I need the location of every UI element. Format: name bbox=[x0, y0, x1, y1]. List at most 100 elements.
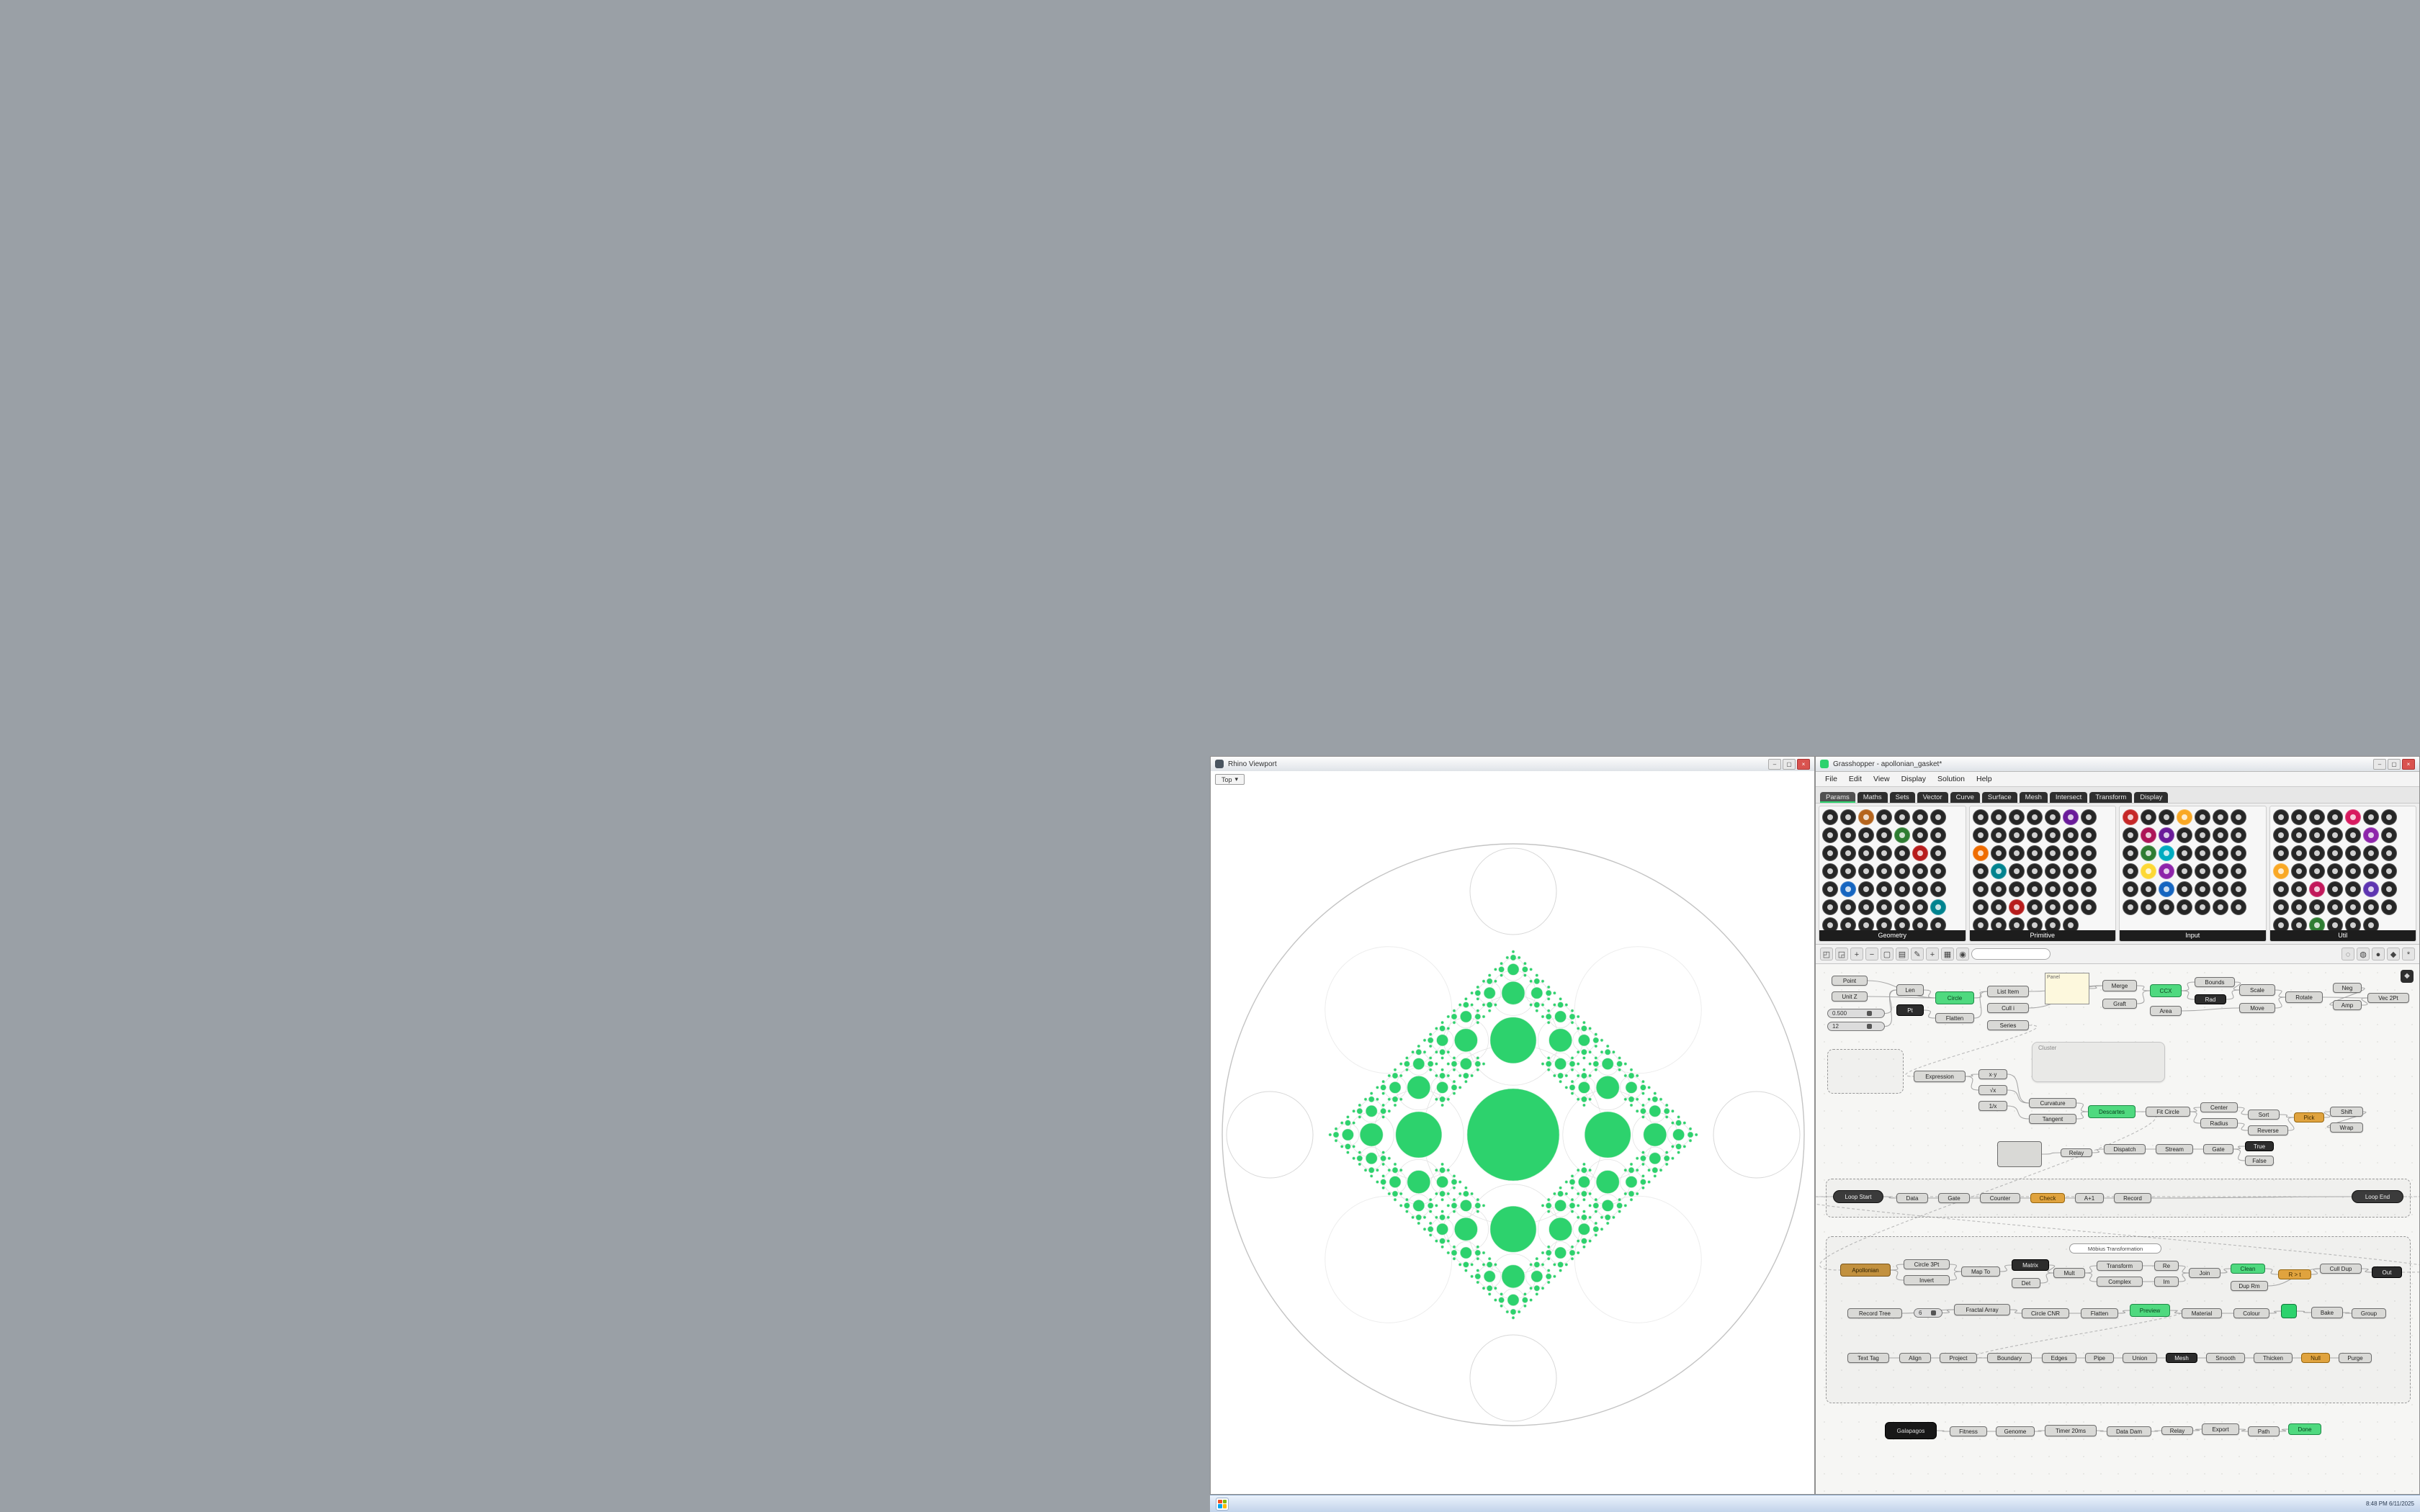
component-icon[interactable] bbox=[2231, 881, 2246, 897]
node-b1[interactable]: Panel bbox=[2045, 973, 2089, 1004]
viewport-canvas[interactable]: Top ▾ bbox=[1211, 771, 1814, 1494]
component-icon[interactable] bbox=[2044, 809, 2061, 825]
node-b12[interactable]: Amp bbox=[2333, 1000, 2362, 1010]
component-icon[interactable] bbox=[2326, 863, 2343, 879]
component-icon[interactable] bbox=[2195, 845, 2210, 861]
component-icon[interactable] bbox=[1822, 809, 1838, 825]
group-box[interactable] bbox=[1827, 1049, 1904, 1094]
node-c14[interactable]: Shift bbox=[2330, 1107, 2363, 1117]
menu-help[interactable]: Help bbox=[1976, 775, 1992, 783]
component-icon[interactable] bbox=[2344, 845, 2361, 861]
node-b11[interactable]: Neg bbox=[2333, 983, 2362, 993]
component-icon[interactable] bbox=[1858, 881, 1874, 897]
menu-solution[interactable]: Solution bbox=[1937, 775, 1965, 783]
component-icon[interactable] bbox=[1990, 881, 2007, 897]
canvas-search-input[interactable] bbox=[1971, 948, 2051, 960]
component-icon[interactable] bbox=[1990, 917, 2007, 930]
node-a11[interactable]: Series bbox=[1987, 1020, 2029, 1030]
component-icon[interactable] bbox=[2326, 845, 2343, 861]
component-icon[interactable] bbox=[1858, 809, 1874, 825]
component-icon[interactable] bbox=[2213, 809, 2228, 825]
component-icon[interactable] bbox=[1858, 863, 1874, 879]
component-icon[interactable] bbox=[2080, 845, 2097, 861]
component-icon[interactable] bbox=[1912, 917, 1928, 930]
zoom-extents-icon[interactable]: ▢ bbox=[1881, 948, 1894, 960]
node-g11[interactable]: Null bbox=[2301, 1353, 2330, 1363]
node-g8[interactable]: Mesh bbox=[2166, 1353, 2197, 1363]
component-icon[interactable] bbox=[1822, 863, 1838, 879]
node-f9[interactable] bbox=[2281, 1304, 2297, 1318]
open-icon[interactable]: ◰ bbox=[1820, 948, 1833, 960]
component-icon[interactable] bbox=[2159, 845, 2174, 861]
component-icon[interactable] bbox=[2062, 845, 2079, 861]
component-icon[interactable] bbox=[2308, 917, 2325, 930]
tab-curve[interactable]: Curve bbox=[1950, 792, 1980, 803]
node-f6[interactable]: Preview bbox=[2130, 1304, 2170, 1317]
component-icon[interactable] bbox=[2080, 809, 2097, 825]
component-icon[interactable] bbox=[2123, 881, 2138, 897]
component-icon[interactable] bbox=[2008, 809, 2025, 825]
component-icon[interactable] bbox=[2362, 899, 2379, 915]
component-icon[interactable] bbox=[2290, 827, 2307, 843]
component-icon[interactable] bbox=[2380, 881, 2397, 897]
component-icon[interactable] bbox=[1972, 899, 1989, 915]
component-icon[interactable] bbox=[2177, 845, 2192, 861]
node-c8[interactable]: Fit Circle bbox=[2146, 1107, 2190, 1117]
preview-shaded-icon[interactable]: ● bbox=[2372, 948, 2385, 960]
component-icon[interactable] bbox=[2380, 827, 2397, 843]
component-icon[interactable] bbox=[2123, 809, 2138, 825]
preview-wire-icon[interactable]: ◍ bbox=[2357, 948, 2370, 960]
component-icon[interactable] bbox=[2008, 863, 2025, 879]
component-icon[interactable] bbox=[2044, 845, 2061, 861]
node-b13[interactable]: Vec 2Pt bbox=[2367, 993, 2409, 1003]
component-icon[interactable] bbox=[2141, 827, 2156, 843]
component-icon[interactable] bbox=[2272, 917, 2289, 930]
component-icon[interactable] bbox=[2195, 881, 2210, 897]
component-icon[interactable] bbox=[2123, 827, 2138, 843]
component-icon[interactable] bbox=[2141, 899, 2156, 915]
node-g12[interactable]: Purge bbox=[2339, 1353, 2372, 1363]
node-g6[interactable]: Pipe bbox=[2085, 1353, 2114, 1363]
component-icon[interactable] bbox=[2290, 899, 2307, 915]
component-icon[interactable] bbox=[1912, 827, 1928, 843]
node-f2[interactable]: 6 bbox=[1914, 1308, 1942, 1318]
component-icon[interactable] bbox=[2008, 899, 2025, 915]
node-d3[interactable]: Gate bbox=[1938, 1193, 1970, 1203]
component-icon[interactable] bbox=[1930, 899, 1946, 915]
component-icon[interactable] bbox=[1894, 845, 1910, 861]
component-icon[interactable] bbox=[1876, 917, 1892, 930]
component-icon[interactable] bbox=[2362, 827, 2379, 843]
component-icon[interactable] bbox=[2159, 899, 2174, 915]
node-e8[interactable]: Transform bbox=[2097, 1261, 2143, 1271]
component-icon[interactable] bbox=[1990, 899, 2007, 915]
tab-params[interactable]: Params bbox=[1820, 792, 1855, 803]
component-icon[interactable] bbox=[1930, 809, 1946, 825]
component-icon[interactable] bbox=[2008, 881, 2025, 897]
component-icon[interactable] bbox=[2044, 917, 2061, 930]
node-e5[interactable]: Matrix bbox=[2012, 1259, 2049, 1271]
component-icon[interactable] bbox=[1876, 845, 1892, 861]
component-icon[interactable] bbox=[1822, 845, 1838, 861]
component-icon[interactable] bbox=[2326, 917, 2343, 930]
component-icon[interactable] bbox=[2044, 899, 2061, 915]
node-f10[interactable]: Bake bbox=[2311, 1307, 2343, 1318]
node-b6[interactable]: Bounds bbox=[2195, 977, 2235, 987]
node-h9[interactable]: Done bbox=[2288, 1423, 2321, 1435]
component-icon[interactable] bbox=[1990, 809, 2007, 825]
component-icon[interactable] bbox=[2231, 845, 2246, 861]
component-icon[interactable] bbox=[1858, 899, 1874, 915]
node-a4[interactable]: 12 bbox=[1827, 1022, 1885, 1031]
node-c3[interactable]: √x bbox=[1978, 1085, 2007, 1095]
component-icon[interactable] bbox=[1912, 899, 1928, 915]
component-icon[interactable] bbox=[1840, 881, 1856, 897]
component-icon[interactable] bbox=[1990, 845, 2007, 861]
zoom-out-icon[interactable]: − bbox=[1865, 948, 1878, 960]
node-f11[interactable]: Group bbox=[2352, 1308, 2386, 1318]
component-icon[interactable] bbox=[2080, 899, 2097, 915]
component-icon[interactable] bbox=[2080, 827, 2097, 843]
node-b5[interactable]: Area bbox=[2150, 1006, 2182, 1016]
tab-intersect[interactable]: Intersect bbox=[2049, 792, 2088, 803]
grasshopper-title-bar[interactable]: Grasshopper - apollonian_gasket* – ▢ × bbox=[1816, 757, 2419, 772]
node-m2[interactable]: Dispatch bbox=[2104, 1144, 2146, 1154]
tab-display[interactable]: Display bbox=[2134, 792, 2169, 803]
